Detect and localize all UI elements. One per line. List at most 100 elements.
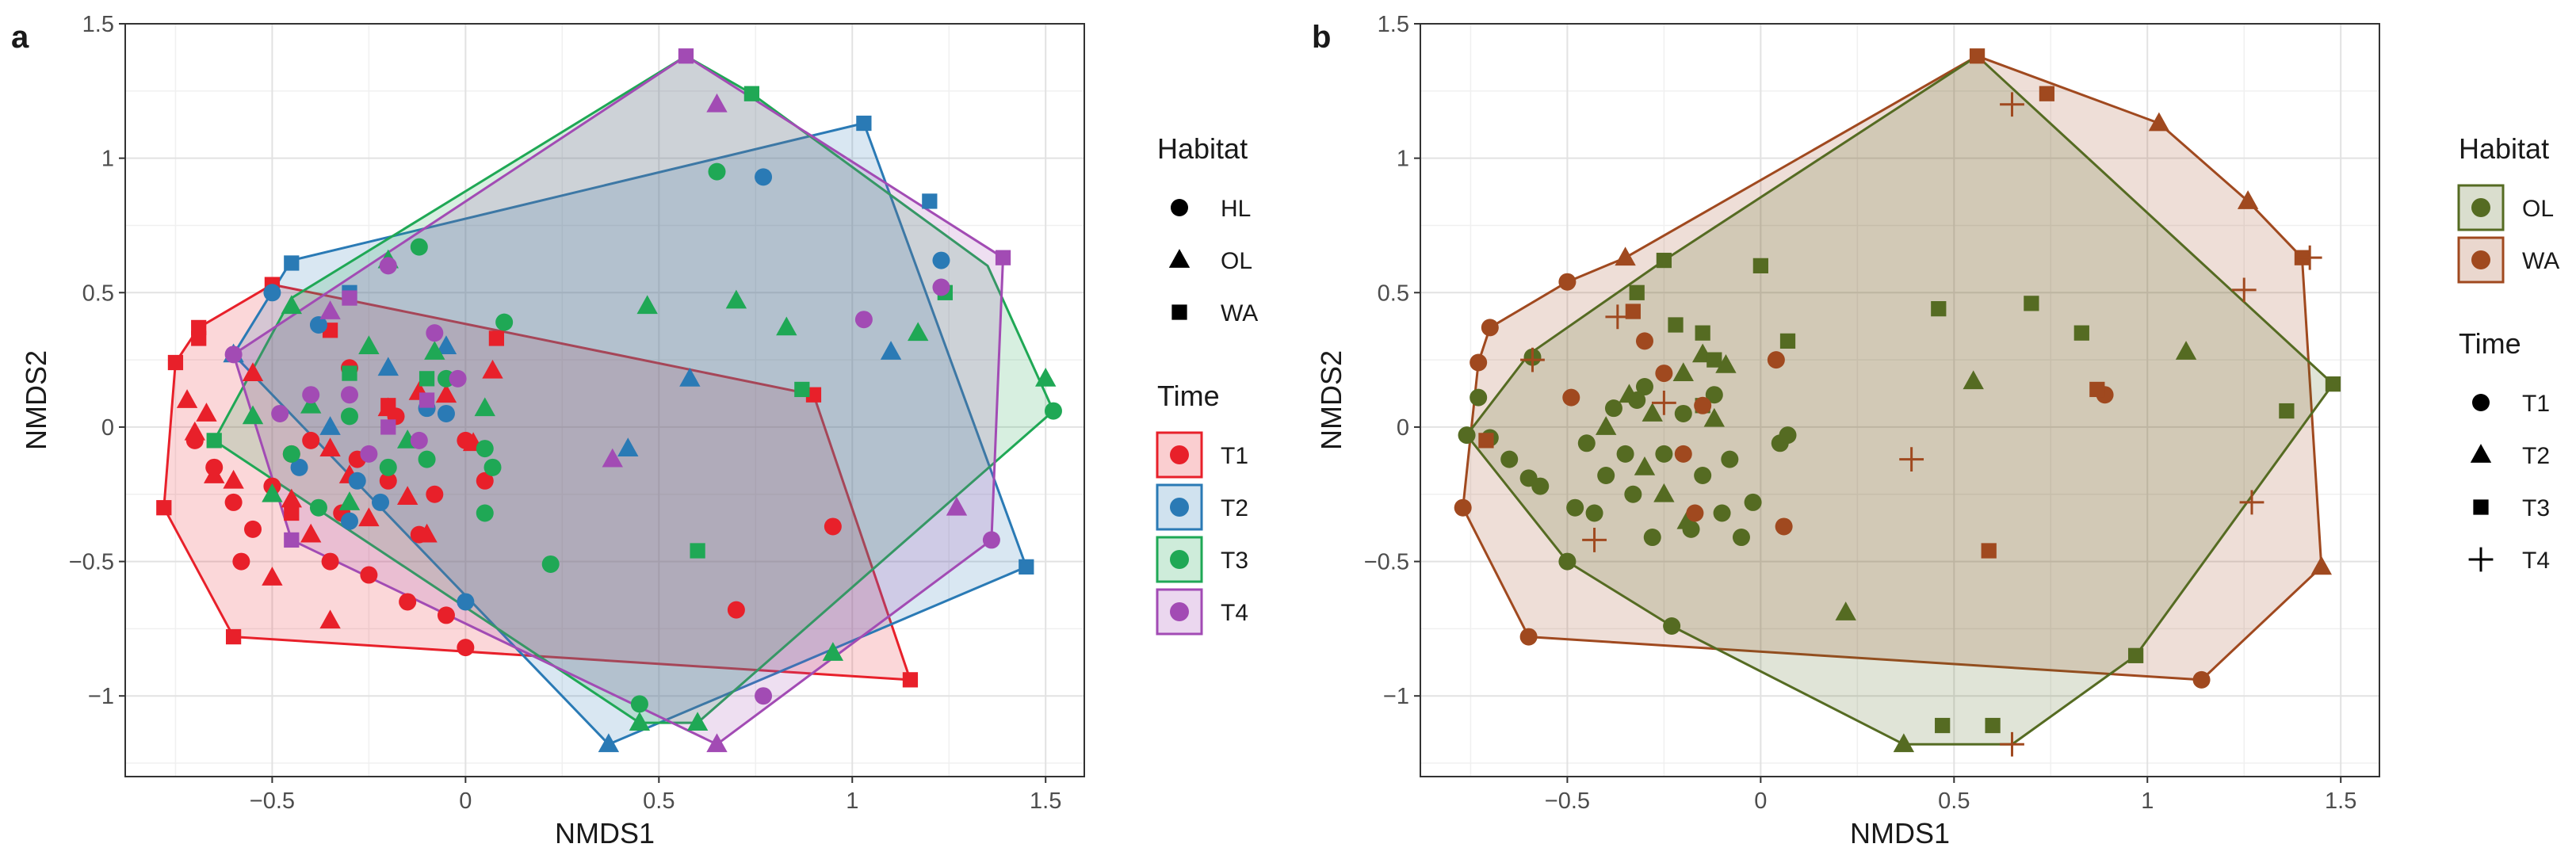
- x-tick-label: −0.5: [1545, 788, 1590, 814]
- point-t2-circle: [309, 316, 327, 334]
- point-wa-circle: [1519, 628, 1538, 646]
- point-ol-circle: [1643, 529, 1661, 547]
- point-t1-circle: [244, 520, 262, 538]
- point-t1-triangle: [300, 523, 322, 543]
- point-t1-triangle: [396, 486, 419, 506]
- point-t2-circle: [457, 593, 475, 611]
- legend-circle-icon: [2472, 394, 2490, 411]
- point-ol-triangle: [1595, 416, 1617, 435]
- point-t1-circle: [457, 431, 475, 449]
- point-wa-square: [1981, 543, 1997, 559]
- legend-title: Time: [2459, 327, 2521, 360]
- point-wa-plus: [1651, 390, 1676, 415]
- point-ol-circle: [1744, 493, 1762, 511]
- x-tick-label: 1.5: [2325, 788, 2356, 814]
- y-tick-label: 1.5: [82, 12, 114, 37]
- point-ol-square: [1779, 333, 1796, 349]
- point-t3-circle: [541, 555, 560, 573]
- point-t3-circle: [1044, 402, 1062, 420]
- point-ol-circle: [1577, 434, 1596, 452]
- point-t3-circle: [379, 458, 397, 476]
- point-t2-triangle: [435, 335, 457, 355]
- point-ol-square: [2279, 403, 2295, 419]
- y-tick-label: 1.5: [1378, 12, 1409, 37]
- point-ol-circle: [1624, 485, 1642, 503]
- legend-swatch-t4: [1170, 602, 1189, 621]
- point-t1-circle: [437, 606, 455, 624]
- point-t3-triangle: [338, 491, 361, 510]
- x-tick-label: 0.5: [1938, 788, 1970, 814]
- point-wa-triangle: [2148, 112, 2170, 132]
- point-ol-circle: [1585, 504, 1603, 522]
- point-wa-plus: [1582, 528, 1607, 552]
- legend-swatch-t1: [1170, 445, 1189, 464]
- point-ol-triangle: [1676, 510, 1698, 529]
- point-t4-circle: [379, 257, 397, 275]
- point-t1-circle: [457, 639, 475, 657]
- point-ol-circle: [1713, 504, 1731, 522]
- point-t1-triangle: [358, 507, 380, 527]
- point-ol-circle: [1779, 426, 1797, 445]
- legend-swatch-t2: [1170, 498, 1189, 517]
- legend-triangle-icon: [2470, 444, 2492, 463]
- point-t1-triangle: [176, 389, 198, 408]
- point-t3-triangle: [358, 335, 380, 355]
- y-axis: −1 −0.5 0 0.5 1 1.5: [1364, 12, 1420, 709]
- point-t3-triangle: [725, 289, 747, 309]
- legend-plus-icon: [2468, 547, 2494, 572]
- point-t1-square: [191, 319, 207, 336]
- point-t2-triangle: [880, 341, 902, 360]
- point-wa-circle: [1558, 273, 1577, 291]
- point-t4-circle: [854, 311, 873, 329]
- y-tick-label: 1: [101, 147, 114, 172]
- legend-label: WA: [1221, 300, 1258, 326]
- legend: Habitat HL OL WA Time T1 T2 T3 T4: [1156, 132, 1258, 636]
- point-t1-triangle: [281, 488, 302, 508]
- legend-swatch-ol: [2471, 198, 2490, 217]
- point-ol-triangle: [1634, 456, 1656, 475]
- point-wa-triangle: [1615, 246, 1636, 266]
- point-t1-square: [805, 387, 822, 403]
- point-t4-triangle: [706, 733, 728, 753]
- point-ol-square: [1985, 717, 2001, 734]
- point-ol-circle: [1558, 552, 1577, 571]
- point-t1-square: [488, 330, 505, 346]
- point-wa-square: [1478, 433, 1494, 449]
- points: [156, 48, 1062, 753]
- legend-square-icon: [1171, 304, 1187, 320]
- point-t2-circle: [348, 471, 366, 490]
- legend-label: OL: [1221, 248, 1252, 274]
- point-t3-triangle: [686, 712, 709, 731]
- point-t4-square: [995, 250, 1011, 265]
- point-t1-circle: [302, 431, 320, 449]
- point-t1-circle: [321, 552, 339, 571]
- point-t4-triangle: [946, 496, 968, 516]
- point-t2-circle: [372, 493, 390, 511]
- point-t2-circle: [263, 284, 281, 302]
- point-wa-circle: [1562, 388, 1580, 407]
- point-ol-circle: [1604, 399, 1622, 418]
- point-ol-circle: [1694, 467, 1712, 484]
- x-tick-label: 0: [459, 788, 472, 814]
- point-wa-plus: [2000, 731, 2024, 757]
- point-t1-circle: [185, 431, 204, 449]
- point-t4-square: [380, 419, 396, 435]
- point-t3-circle: [340, 407, 358, 426]
- legend: Habitat OL WA Time T1 T2 T3 T4: [2457, 132, 2559, 574]
- point-t3-square: [419, 371, 435, 387]
- point-t2-circle: [437, 404, 455, 422]
- point-t2-triangle: [598, 733, 620, 753]
- y-tick-label: 1: [1397, 147, 1409, 172]
- point-t3-circle: [282, 445, 300, 463]
- point-t1-circle: [399, 593, 417, 611]
- point-t3-circle: [708, 162, 726, 181]
- point-t2-circle: [290, 458, 308, 476]
- point-t3-circle: [495, 313, 514, 331]
- point-ol-circle: [1616, 445, 1634, 463]
- point-t3-triangle: [242, 405, 264, 425]
- legend-circle-icon: [1171, 199, 1188, 216]
- point-ol-circle: [1674, 404, 1692, 422]
- point-t3-triangle: [281, 295, 302, 315]
- point-t3-circle: [476, 504, 494, 522]
- point-ol-circle: [1500, 450, 1519, 468]
